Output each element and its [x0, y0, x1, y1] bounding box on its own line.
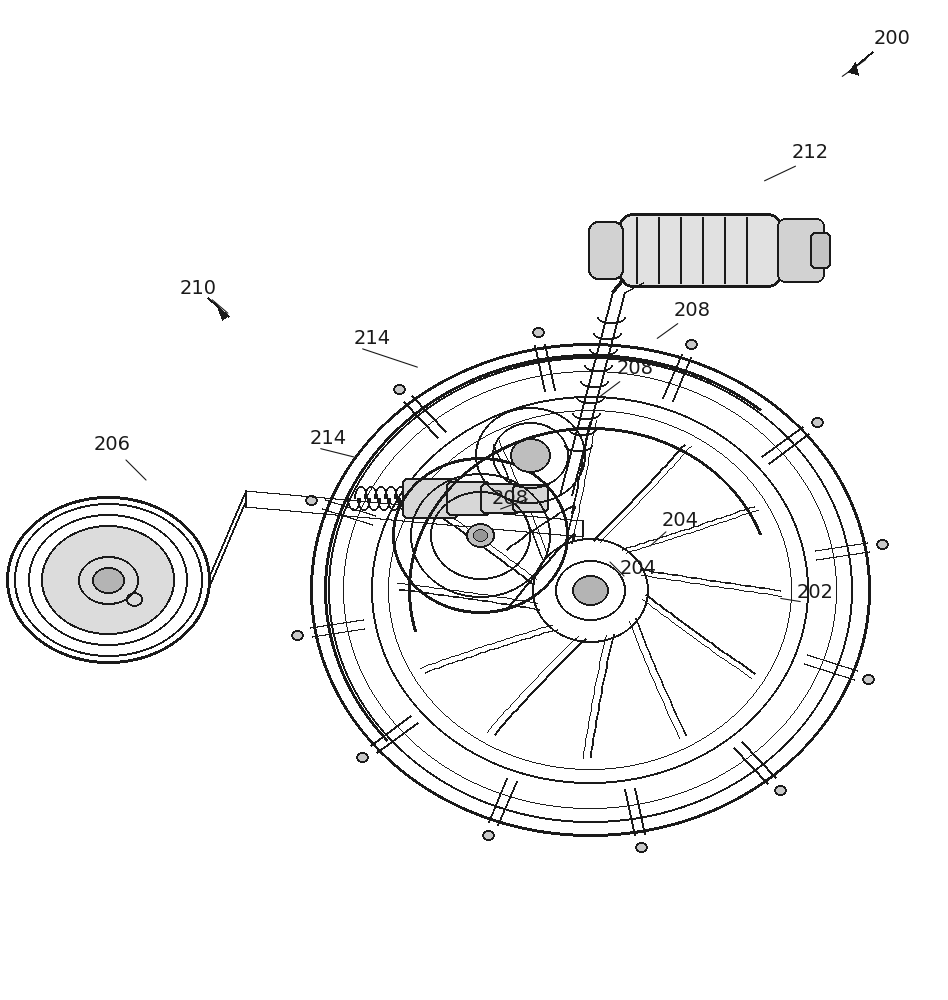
Text: 204: 204: [619, 558, 657, 578]
Text: 202: 202: [796, 582, 833, 601]
Text: 206: 206: [94, 436, 131, 454]
Text: 214: 214: [354, 328, 391, 348]
Text: 204: 204: [662, 510, 699, 530]
Text: 208: 208: [673, 300, 710, 320]
Text: 214: 214: [309, 428, 347, 448]
Text: 208: 208: [491, 488, 528, 508]
Text: 210: 210: [179, 278, 216, 298]
Text: 212: 212: [792, 142, 829, 161]
Text: 208: 208: [616, 359, 653, 377]
Text: 200: 200: [873, 28, 910, 47]
